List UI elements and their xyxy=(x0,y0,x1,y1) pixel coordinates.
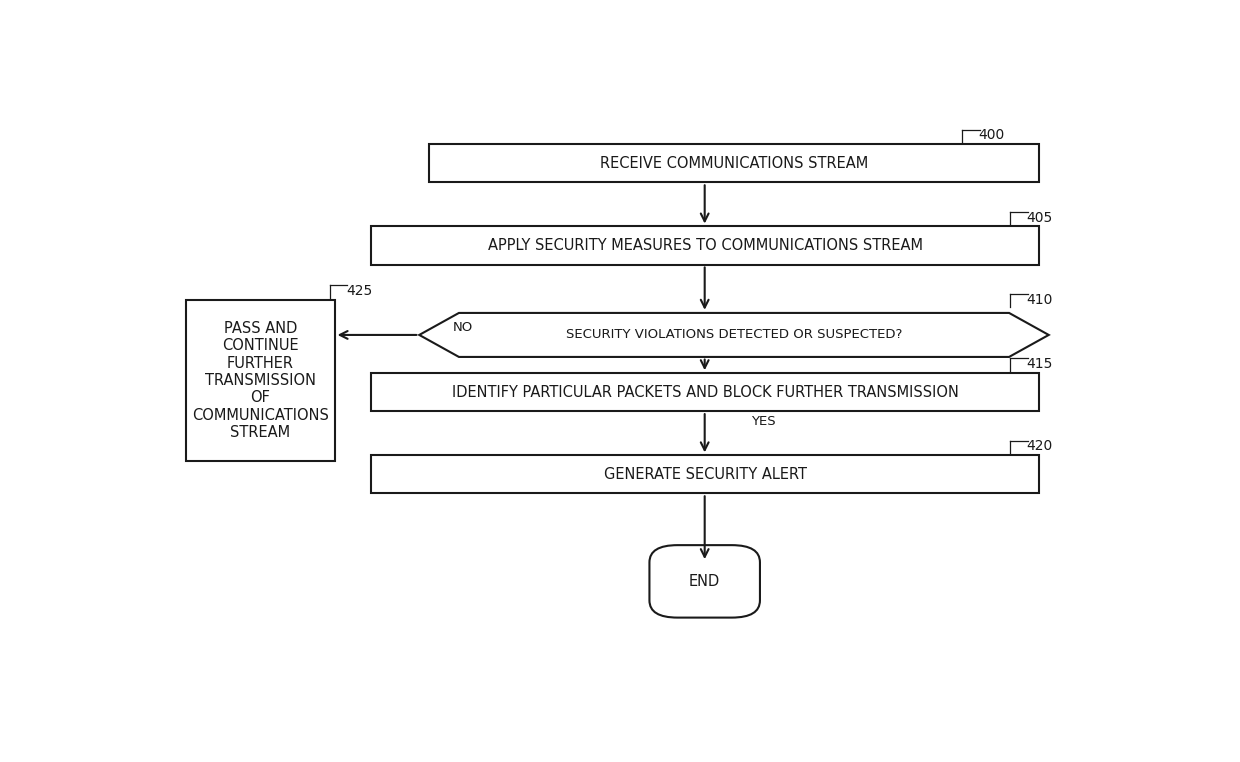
Bar xyxy=(429,144,1039,182)
Text: 400: 400 xyxy=(978,129,1004,142)
Text: END: END xyxy=(689,574,720,589)
Bar xyxy=(371,226,1039,264)
Bar xyxy=(371,455,1039,493)
Polygon shape xyxy=(419,313,1049,357)
Text: NO: NO xyxy=(453,321,474,334)
Text: IDENTIFY PARTICULAR PACKETS AND BLOCK FURTHER TRANSMISSION: IDENTIFY PARTICULAR PACKETS AND BLOCK FU… xyxy=(451,385,959,399)
Bar xyxy=(371,373,1039,411)
Text: PASS AND
CONTINUE
FURTHER
TRANSMISSION
OF
COMMUNICATIONS
STREAM: PASS AND CONTINUE FURTHER TRANSMISSION O… xyxy=(192,321,329,440)
Text: SECURITY VIOLATIONS DETECTED OR SUSPECTED?: SECURITY VIOLATIONS DETECTED OR SUSPECTE… xyxy=(565,328,903,341)
Text: APPLY SECURITY MEASURES TO COMMUNICATIONS STREAM: APPLY SECURITY MEASURES TO COMMUNICATION… xyxy=(487,238,923,253)
FancyBboxPatch shape xyxy=(650,545,760,617)
Text: RECEIVE COMMUNICATIONS STREAM: RECEIVE COMMUNICATIONS STREAM xyxy=(600,155,868,171)
Text: YES: YES xyxy=(751,415,775,427)
Text: GENERATE SECURITY ALERT: GENERATE SECURITY ALERT xyxy=(604,467,807,482)
Text: 415: 415 xyxy=(1027,357,1053,371)
Text: 410: 410 xyxy=(1027,293,1053,307)
Bar xyxy=(186,299,335,461)
Text: 405: 405 xyxy=(1027,210,1053,225)
Text: 425: 425 xyxy=(346,284,372,298)
Text: 420: 420 xyxy=(1027,440,1053,453)
